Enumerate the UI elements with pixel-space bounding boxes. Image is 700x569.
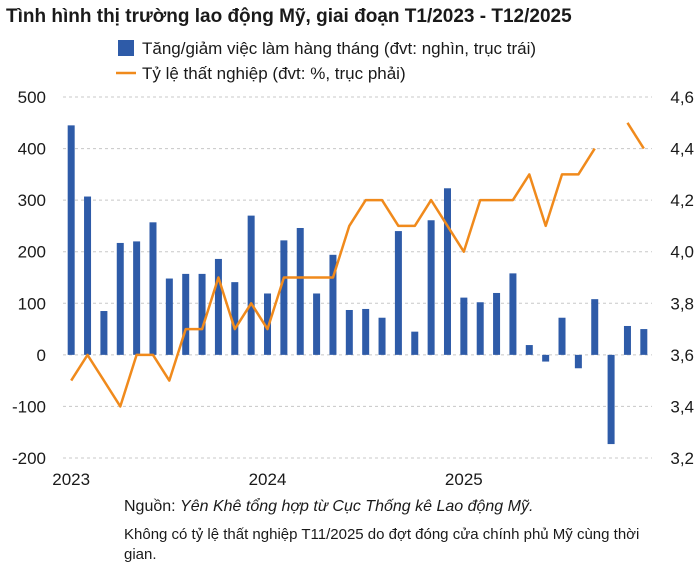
bar bbox=[296, 227, 304, 355]
bar bbox=[165, 278, 173, 355]
bar bbox=[411, 331, 419, 355]
legend-bar-label: Tăng/giảm việc làm hàng tháng (đvt: nghì… bbox=[142, 39, 536, 58]
bar bbox=[280, 240, 288, 355]
bar bbox=[313, 293, 321, 355]
x-tick-label: 2023 bbox=[52, 470, 90, 489]
bar bbox=[525, 345, 533, 355]
bar bbox=[67, 125, 75, 355]
source-note: Nguồn: Yên Khê tổng hợp từ Cục Thống kê … bbox=[124, 497, 700, 517]
x-axis: 2023 2024 2025 bbox=[52, 470, 482, 489]
legend-bar-swatch bbox=[118, 40, 134, 56]
bar bbox=[574, 354, 582, 369]
right-tick-label: 4,2 bbox=[670, 191, 694, 210]
source-body: Yên Khê tổng hợp từ Cục Thống kê Lao độn… bbox=[180, 498, 534, 515]
left-tick-label: 0 bbox=[37, 346, 46, 365]
bar-series bbox=[67, 125, 648, 445]
left-tick-label: -200 bbox=[12, 449, 46, 468]
bar bbox=[362, 308, 370, 355]
bar bbox=[198, 273, 206, 355]
labor-market-chart: Tình hình thị trường lao động Mỹ, giai đ… bbox=[6, 6, 694, 489]
x-tick-label: 2024 bbox=[249, 470, 287, 489]
gridlines bbox=[63, 96, 652, 459]
bar bbox=[460, 297, 468, 355]
right-tick-label: 3,8 bbox=[670, 294, 694, 313]
unemployment-line bbox=[626, 122, 645, 150]
bar bbox=[640, 329, 648, 355]
bar bbox=[231, 282, 239, 355]
x-tick-label: 2025 bbox=[445, 470, 483, 489]
bar bbox=[378, 317, 386, 355]
bar bbox=[100, 311, 108, 355]
left-tick-label: -100 bbox=[12, 397, 46, 416]
bar bbox=[443, 188, 451, 355]
line-series bbox=[70, 122, 645, 408]
legend-line-label: Tỷ lệ thất nghiệp (đvt: %, trục phải) bbox=[142, 64, 406, 83]
bar bbox=[558, 317, 566, 355]
legend: Tăng/giảm việc làm hàng tháng (đvt: nghì… bbox=[116, 39, 536, 83]
bar bbox=[476, 302, 484, 355]
bar bbox=[264, 293, 272, 355]
bar bbox=[591, 299, 599, 355]
right-tick-label: 3,6 bbox=[670, 346, 694, 365]
bar bbox=[116, 242, 124, 355]
source-prefix: Nguồn: bbox=[124, 498, 181, 515]
bar bbox=[509, 273, 517, 355]
right-axis: 4,6 4,4 4,2 4,0 3,8 3,6 3,4 3,2 bbox=[670, 88, 694, 468]
right-tick-label: 3,4 bbox=[670, 397, 694, 416]
bar bbox=[247, 215, 255, 355]
left-tick-label: 400 bbox=[18, 140, 46, 159]
footnote: Không có tỷ lệ thất nghiệp T11/2025 do đ… bbox=[124, 526, 640, 563]
bar bbox=[427, 220, 435, 355]
bar bbox=[623, 325, 631, 355]
right-tick-label: 4,0 bbox=[670, 243, 694, 262]
bar bbox=[214, 258, 222, 355]
bar bbox=[329, 254, 337, 355]
right-tick-label: 4,4 bbox=[670, 140, 694, 159]
left-tick-label: 200 bbox=[18, 243, 46, 262]
bar bbox=[607, 354, 615, 445]
bar bbox=[149, 222, 157, 355]
bar bbox=[493, 292, 501, 355]
left-tick-label: 500 bbox=[18, 88, 46, 107]
bar bbox=[182, 273, 190, 355]
bar bbox=[394, 231, 402, 355]
left-tick-label: 100 bbox=[18, 294, 46, 313]
unemployment-line bbox=[70, 147, 596, 408]
bar bbox=[542, 354, 550, 362]
bar bbox=[84, 196, 92, 355]
chart-title: Tình hình thị trường lao động Mỹ, giai đ… bbox=[6, 6, 572, 27]
right-tick-label: 4,6 bbox=[670, 88, 694, 107]
bar bbox=[133, 241, 141, 355]
left-tick-label: 300 bbox=[18, 191, 46, 210]
bar bbox=[345, 309, 353, 355]
left-axis: 500 400 300 200 100 0 -100 -200 bbox=[12, 88, 46, 468]
right-tick-label: 3,2 bbox=[670, 449, 694, 468]
